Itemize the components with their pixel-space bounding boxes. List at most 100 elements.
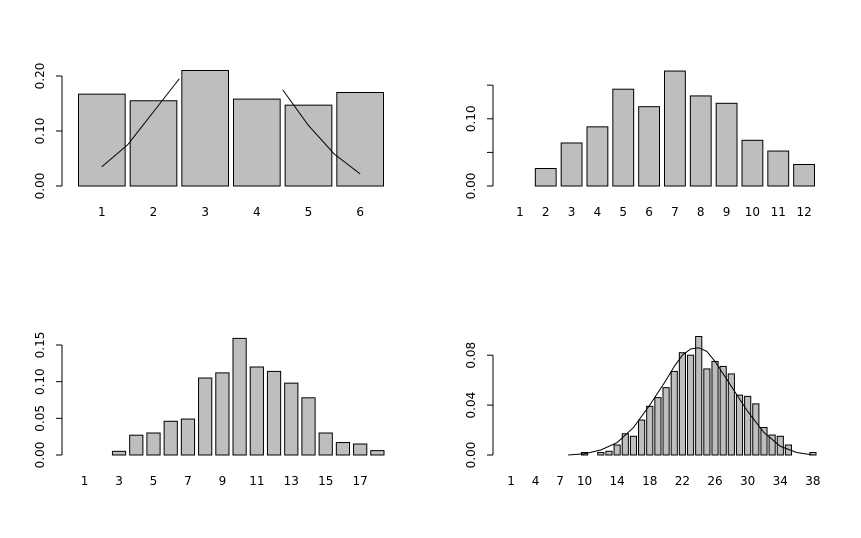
bar-p2-9 — [715, 102, 738, 187]
bar-p1-3 — [181, 70, 229, 187]
x-tick-label-p4: 1 — [507, 474, 515, 488]
x-tick-label-p1: 3 — [201, 205, 209, 219]
bar-p2-8 — [689, 95, 712, 187]
bar-p4-14 — [613, 444, 621, 456]
bar-p4-24 — [695, 335, 703, 456]
y-tick-label-p4: 0.00 — [464, 442, 478, 469]
bar-p4-28 — [727, 373, 735, 456]
y-tick-label-p3: 0.15 — [33, 332, 47, 359]
y-tick-label-p3: 0.00 — [33, 442, 47, 469]
x-tick-label-p4: 10 — [577, 474, 592, 488]
bar-p3-7 — [180, 418, 196, 456]
bar-p3-14 — [301, 397, 316, 456]
bar-p4-26 — [711, 360, 719, 456]
bar-p4-25 — [703, 368, 711, 456]
x-tick-label-p1: 4 — [253, 205, 261, 219]
bar-p4-29 — [735, 394, 744, 456]
y-tick-label-p1: 0.10 — [33, 118, 47, 145]
y-tick-label-p1: 0.00 — [33, 173, 47, 200]
bar-p2-5 — [612, 88, 635, 187]
x-tick-label-p2: 10 — [745, 205, 760, 219]
x-tick-label-p1: 6 — [356, 205, 364, 219]
x-tick-label-p4: 22 — [675, 474, 690, 488]
x-tick-label-p3: 13 — [284, 474, 299, 488]
bar-p4-12 — [597, 452, 605, 456]
bar-p1-1 — [78, 93, 126, 187]
bar-p2-12 — [793, 163, 815, 187]
bar-p4-22 — [678, 352, 686, 456]
x-tick-label-p2: 12 — [796, 205, 811, 219]
bar-p1-5 — [284, 104, 333, 187]
bar-p4-30 — [744, 395, 752, 456]
bar-p4-32 — [760, 427, 768, 456]
bar-p4-33 — [768, 434, 776, 456]
bar-p4-38 — [809, 452, 817, 456]
x-tick-label-p4: 34 — [773, 474, 788, 488]
bar-p4-31 — [752, 403, 760, 456]
bar-p4-20 — [662, 387, 670, 456]
bar-p4-19 — [654, 397, 662, 456]
x-tick-label-p4: 4 — [532, 474, 540, 488]
bar-p3-16 — [335, 442, 351, 456]
x-tick-label-p3: 5 — [150, 474, 158, 488]
x-tick-label-p4: 14 — [609, 474, 624, 488]
bar-p3-18 — [370, 450, 385, 456]
x-tick-label-p1: 1 — [98, 205, 106, 219]
x-tick-label-p2: 9 — [723, 205, 731, 219]
bar-p3-11 — [249, 366, 264, 456]
x-tick-label-p4: 38 — [805, 474, 820, 488]
y-tick-label-p3: 0.10 — [33, 368, 47, 395]
y-tick-label-p2: 0.00 — [464, 173, 478, 200]
bar-p3-3 — [111, 450, 127, 456]
bar-p3-9 — [215, 372, 230, 456]
density-curve-p1-seg1 — [101, 78, 180, 168]
bar-p4-13 — [605, 450, 613, 456]
density-curve-p4-seg1 — [568, 347, 813, 456]
bar-p1-6 — [336, 92, 384, 187]
x-tick-label-p4: 26 — [707, 474, 722, 488]
bar-p1-4 — [233, 98, 281, 187]
x-tick-label-p4: 18 — [642, 474, 657, 488]
bar-p3-13 — [284, 382, 299, 456]
bar-p2-7 — [664, 70, 686, 187]
bar-p4-16 — [629, 435, 638, 456]
bar-p3-5 — [146, 432, 161, 456]
bar-p3-4 — [129, 434, 144, 456]
x-tick-label-p2: 6 — [645, 205, 653, 219]
x-tick-label-p3: 11 — [249, 474, 264, 488]
bar-p3-6 — [163, 420, 178, 456]
bar-p3-10 — [232, 337, 247, 456]
x-tick-label-p2: 5 — [619, 205, 627, 219]
y-tick-label-p3: 0.05 — [33, 405, 47, 432]
bar-p4-21 — [670, 370, 678, 456]
bar-p3-15 — [318, 432, 333, 456]
y-tick-label-p2: 0.10 — [464, 105, 478, 132]
x-tick-label-p3: 1 — [81, 474, 89, 488]
y-tick-label-p4: 0.04 — [464, 392, 478, 419]
bar-p2-3 — [560, 142, 583, 187]
bar-p4-23 — [686, 354, 695, 456]
y-tick-label-p4: 0.08 — [464, 342, 478, 369]
x-tick-label-p4: 7 — [556, 474, 564, 488]
bar-p2-11 — [767, 150, 790, 187]
x-tick-label-p2: 4 — [594, 205, 602, 219]
x-tick-label-p1: 2 — [150, 205, 158, 219]
density-curve-p1-seg2 — [282, 89, 361, 175]
bar-p4-17 — [638, 419, 646, 456]
x-tick-label-p2: 1 — [516, 205, 524, 219]
x-tick-label-p4: 30 — [740, 474, 755, 488]
bar-p4-15 — [621, 433, 629, 456]
bar-p4-35 — [784, 444, 793, 456]
bar-p2-4 — [586, 126, 609, 187]
x-tick-label-p3: 17 — [353, 474, 368, 488]
bar-p3-17 — [353, 443, 368, 456]
x-tick-label-p3: 3 — [115, 474, 123, 488]
y-tick-label-p1: 0.20 — [33, 63, 47, 90]
bar-p2-6 — [638, 106, 660, 187]
x-tick-label-p3: 15 — [318, 474, 333, 488]
x-tick-label-p2: 11 — [771, 205, 786, 219]
bar-p2-2 — [534, 168, 557, 187]
x-tick-label-p1: 5 — [305, 205, 313, 219]
bar-p4-18 — [646, 405, 654, 456]
